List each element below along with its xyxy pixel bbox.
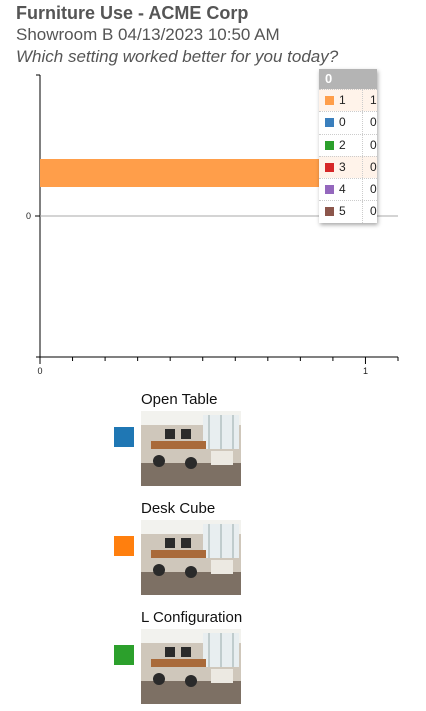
tooltip-value: 0 <box>370 115 377 130</box>
legend-label: Desk Cube <box>141 500 216 517</box>
tooltip-swatch <box>325 162 334 172</box>
tooltip-value: 0 <box>370 182 377 197</box>
tooltip-swatch <box>325 185 334 195</box>
x-tick-label: 0 <box>37 366 42 376</box>
tooltip-key: 2 <box>339 134 363 156</box>
tooltip-swatch <box>325 96 334 105</box>
chart-title: Furniture Use - ACME Corp <box>16 3 249 23</box>
tooltip-value: 0 <box>370 204 377 219</box>
x-tick-label: 1 <box>363 366 368 376</box>
tooltip-key: 5 <box>339 201 363 223</box>
tooltip-swatch <box>325 207 334 217</box>
tooltip-key: 4 <box>339 179 363 201</box>
tooltip-key: 0 <box>339 112 363 134</box>
survey-question: Which setting worked better for you toda… <box>16 47 339 66</box>
legend-swatch <box>114 536 134 556</box>
open-table-photo <box>141 411 241 486</box>
tooltip-swatch <box>325 118 334 128</box>
l-configuration-photo <box>141 629 241 704</box>
bar-chart: 00 1 <box>26 74 399 376</box>
bar <box>40 159 366 187</box>
tooltip-value: 0 <box>370 137 377 152</box>
legend-label: L Configuration <box>141 609 243 626</box>
desk-cube-photo <box>141 520 241 595</box>
chart-subtitle: Showroom B 04/13/2023 10:50 AM <box>16 25 280 44</box>
y-tick-label: 0 <box>26 211 31 221</box>
tooltip-key: 1 <box>339 90 363 112</box>
tooltip-swatch <box>325 140 334 150</box>
legend-swatch <box>114 427 134 447</box>
tooltip-value: 1 <box>370 93 377 107</box>
tooltip-header: 0 <box>319 69 377 89</box>
legend-label: Open Table <box>141 391 218 408</box>
tooltip-value: 0 <box>370 159 377 174</box>
legend-swatch <box>114 645 134 665</box>
tooltip-key: 3 <box>339 156 363 179</box>
